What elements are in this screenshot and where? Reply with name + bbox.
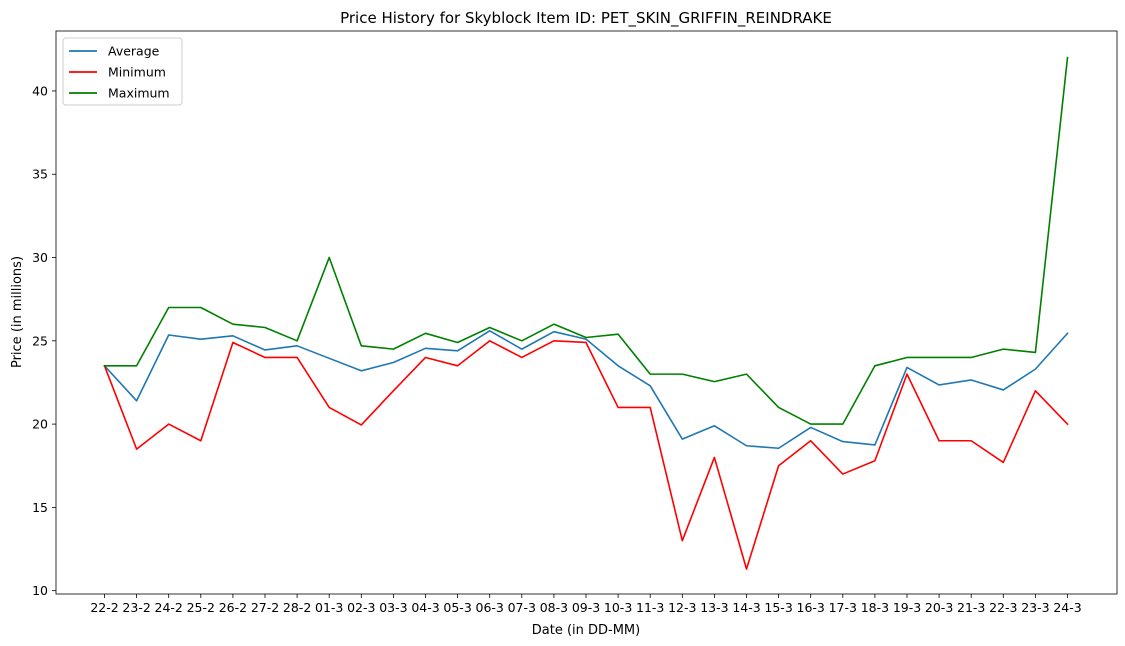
x-tick-label: 24-2 xyxy=(155,600,183,615)
x-tick-label: 12-3 xyxy=(668,600,696,615)
x-tick-label: 10-3 xyxy=(604,600,632,615)
x-tick-label: 19-3 xyxy=(893,600,921,615)
legend-box xyxy=(62,37,183,106)
series-line-maximum xyxy=(103,56,1069,425)
y-tick-label: 10 xyxy=(32,583,48,598)
x-tick-label: 26-2 xyxy=(219,600,247,615)
x-tick-label: 28-2 xyxy=(283,600,311,615)
x-tick-label: 25-2 xyxy=(187,600,215,615)
y-tick-label: 25 xyxy=(32,333,48,348)
x-tick-label: 14-3 xyxy=(732,600,760,615)
x-tick-label: 27-2 xyxy=(251,600,279,615)
x-tick-label: 01-3 xyxy=(315,600,343,615)
x-tick-label: 24-3 xyxy=(1053,600,1081,615)
x-axis-label: Date (in DD-MM) xyxy=(532,623,640,638)
x-tick-label: 15-3 xyxy=(764,600,792,615)
x-tick-label: 18-3 xyxy=(861,600,889,615)
x-tick-label: 07-3 xyxy=(508,600,536,615)
x-tick-label: 08-3 xyxy=(540,600,568,615)
x-tick-label: 09-3 xyxy=(572,600,600,615)
y-tick-label: 15 xyxy=(32,500,48,515)
x-tick-label: 23-2 xyxy=(122,600,150,615)
x-tick-label: 11-3 xyxy=(636,600,664,615)
x-tick-label: 02-3 xyxy=(347,600,375,615)
x-tick-label: 23-3 xyxy=(1021,600,1049,615)
y-tick-label: 20 xyxy=(32,417,48,432)
x-tick-label: 16-3 xyxy=(797,600,825,615)
series-line-minimum xyxy=(103,340,1069,570)
x-tick-label: 13-3 xyxy=(700,600,728,615)
x-axis: 22-2 23-2 24-2 25-2 26-2 27-2 28-2 01-3 02-3 03-3… xyxy=(90,594,1082,615)
x-tick-label: 05-3 xyxy=(443,600,471,615)
x-tick-label: 21-3 xyxy=(957,600,985,615)
legend-label-maximum: Maximum xyxy=(108,86,170,101)
x-tick-label: 20-3 xyxy=(925,600,953,615)
x-tick-label: 04-3 xyxy=(411,600,439,615)
x-tick-label: 17-3 xyxy=(829,600,857,615)
y-tick-label: 35 xyxy=(32,167,48,182)
plot-area xyxy=(55,30,1118,595)
y-tick-label: 40 xyxy=(32,83,48,98)
series-lines xyxy=(103,56,1069,570)
series-line-average xyxy=(103,330,1069,450)
y-tick-label: 30 xyxy=(32,250,48,265)
x-tick-label: 22-3 xyxy=(989,600,1017,615)
y-axis-label: Price (in millions) xyxy=(10,256,25,368)
legend-label-minimum: Minimum xyxy=(108,65,166,80)
y-axis: 10 15 20 25 30 35 40 xyxy=(32,83,56,598)
x-tick-label: 03-3 xyxy=(379,600,407,615)
legend-label-average: Average xyxy=(108,44,160,59)
chart-title: Price History for Skyblock Item ID: PET_… xyxy=(340,9,832,28)
x-tick-label: 22-2 xyxy=(90,600,118,615)
legend: Average Minimum Maximum xyxy=(62,37,183,106)
x-tick-label: 06-3 xyxy=(476,600,504,615)
